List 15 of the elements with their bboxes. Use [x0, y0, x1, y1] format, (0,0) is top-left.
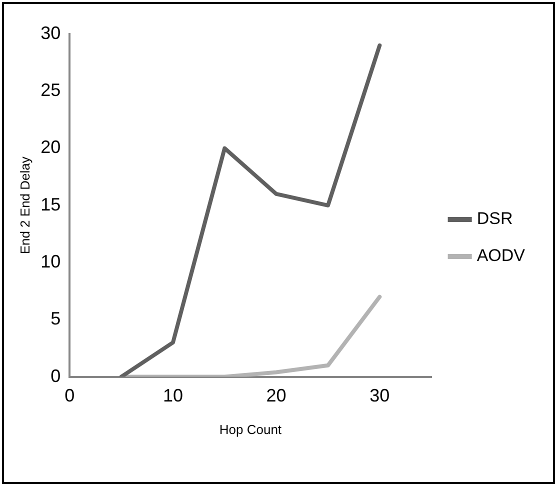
x-axis-title: Hop Count	[219, 422, 282, 437]
x-tick-label: 10	[162, 386, 183, 406]
y-tick-label: 15	[40, 194, 61, 214]
y-tick-label: 5	[50, 308, 61, 329]
legend-label: AODV	[476, 246, 526, 266]
y-tick-label: 10	[40, 252, 61, 272]
x-tick-label: 30	[370, 386, 390, 406]
y-tick-label: 0	[50, 366, 61, 386]
x-tick-label: 0	[64, 386, 75, 406]
y-tick-label: 25	[40, 80, 61, 100]
x-tick-label: 20	[266, 386, 286, 406]
y-tick-label: 30	[40, 22, 61, 43]
legend-label: DSR	[476, 209, 513, 228]
y-axis-title: End 2 End Delay	[17, 156, 32, 254]
y-tick-label: 20	[40, 137, 61, 158]
